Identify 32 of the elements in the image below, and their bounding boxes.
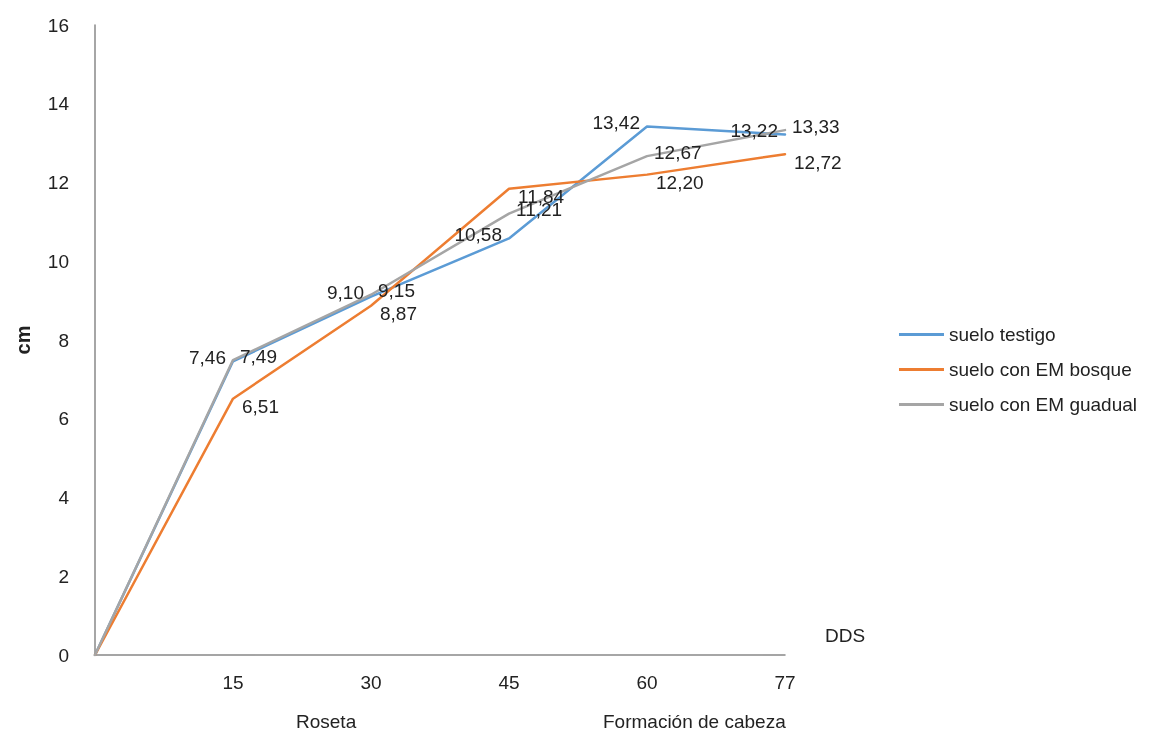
data-label: 7,49 bbox=[240, 345, 277, 367]
legend-label: suelo con EM guadual bbox=[948, 394, 1137, 415]
data-label: 9,10 bbox=[327, 282, 364, 304]
data-label: 7,46 bbox=[189, 346, 226, 368]
x-tick-label: 45 bbox=[498, 672, 520, 693]
y-axis-title: cm bbox=[12, 325, 34, 355]
data-label: 13,42 bbox=[592, 112, 640, 134]
y-tick-label: 12 bbox=[47, 172, 69, 193]
y-tick-label: 4 bbox=[58, 487, 70, 508]
x-tick-label: 60 bbox=[636, 672, 658, 693]
x-axis-title: DDS bbox=[825, 625, 866, 646]
data-label: 12,67 bbox=[654, 141, 702, 163]
legend-label: suelo testigo bbox=[948, 324, 1056, 345]
x-tick-label: 30 bbox=[360, 672, 382, 693]
legend-label: suelo con EM bosque bbox=[948, 359, 1132, 380]
y-tick-label: 6 bbox=[58, 408, 69, 430]
y-tick-label: 14 bbox=[47, 93, 70, 115]
data-label: 13,33 bbox=[792, 115, 840, 137]
y-tick-label: 0 bbox=[58, 644, 69, 666]
text: Formación de cabeza bbox=[602, 711, 787, 732]
data-label: 12,20 bbox=[656, 172, 704, 194]
text: Roseta bbox=[296, 711, 357, 732]
data-label: 8,87 bbox=[380, 303, 417, 325]
x-tick-label: 77 bbox=[774, 672, 796, 693]
y-tick-label: 10 bbox=[47, 250, 69, 272]
y-tick-label: 8 bbox=[58, 329, 69, 351]
data-label: 6,51 bbox=[242, 396, 279, 418]
y-tick-label: 2 bbox=[58, 565, 69, 587]
data-label: 10,58 bbox=[454, 223, 502, 245]
data-label: 12,72 bbox=[794, 151, 842, 173]
y-tick-label: 16 bbox=[47, 14, 69, 36]
x-tick-label: 15 bbox=[222, 672, 244, 693]
